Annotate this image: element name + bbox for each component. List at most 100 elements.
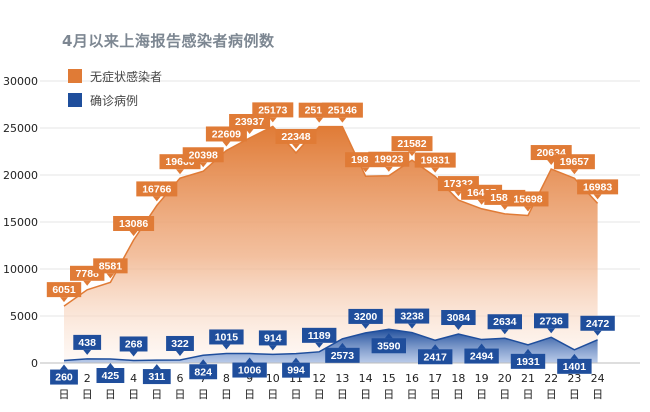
data-label-asymptomatic: 22348 (275, 128, 317, 149)
data-label-confirmed-box (166, 335, 194, 351)
data-label-asymptomatic-text: 16766 (142, 183, 171, 195)
legend-label-asymptomatic: 无症状感染者 (90, 69, 163, 84)
y-tick-label: 10000 (3, 263, 38, 276)
x-tick-label-unit: 日 (569, 388, 580, 401)
data-label-confirmed-text: 425 (102, 370, 120, 382)
x-tick-label-unit: 日 (267, 388, 278, 401)
data-label-confirmed-box (418, 349, 453, 365)
x-tick-label: 4 (130, 372, 137, 385)
data-label-asymptomatic-box (368, 151, 410, 167)
x-tick-label-unit: 日 (499, 388, 510, 401)
data-label-asymptomatic: 25173 (252, 102, 294, 123)
data-label-asymptomatic-text: 25146 (328, 105, 357, 117)
x-tick-label-unit: 日 (82, 388, 93, 401)
data-label-confirmed-pointer (361, 323, 370, 329)
data-label-asymptomatic-pointer (431, 167, 440, 173)
x-tick-label-unit: 日 (453, 388, 464, 401)
data-label-confirmed-text: 2573 (331, 350, 355, 362)
data-label-confirmed-pointer (593, 330, 602, 336)
data-label-asymptomatic: 19831 (414, 152, 456, 173)
x-tick-label: 14 (359, 372, 373, 385)
data-label-confirmed-box (119, 336, 148, 352)
x-tick-label-unit: 日 (151, 388, 162, 401)
data-label-confirmed: 1006 (232, 357, 267, 378)
data-label-asymptomatic: 8581 (93, 258, 128, 279)
data-label-asymptomatic-box (553, 154, 595, 170)
data-label-confirmed-pointer (315, 342, 324, 348)
data-label-confirmed-box (580, 315, 615, 331)
data-label-confirmed-box (557, 358, 592, 374)
data-label-confirmed-text: 438 (78, 337, 96, 349)
data-label-confirmed: 322 (166, 335, 194, 356)
data-label-confirmed-box (371, 338, 406, 354)
data-label-asymptomatic-text: 22348 (281, 131, 310, 143)
x-tick-label-unit: 日 (476, 388, 487, 401)
series-areas (63, 125, 599, 363)
data-label-asymptomatic-box (113, 215, 155, 231)
data-label-asymptomatic-box (321, 102, 363, 118)
data-label-asymptomatic-pointer (245, 128, 254, 134)
legend-item-confirmed: 确诊病例 (68, 91, 138, 109)
data-label-confirmed: 311 (142, 364, 171, 385)
data-label-asymptomatic-pointer (292, 143, 300, 149)
x-tick-label: 22 (544, 372, 558, 385)
data-label-asymptomatic-text: 8581 (99, 260, 123, 272)
data-label-confirmed: 268 (119, 336, 148, 357)
data-label-confirmed-box (394, 308, 430, 324)
x-tick-label: 8 (223, 372, 230, 385)
x-tick-label-unit: 日 (314, 388, 325, 401)
x-tick-label-unit: 日 (221, 388, 232, 401)
data-label-confirmed-pointer (176, 350, 184, 356)
x-tick-label-unit: 日 (360, 388, 371, 401)
data-label-confirmed-text: 3200 (354, 311, 378, 323)
data-label-asymptomatic-pointer (315, 117, 324, 123)
x-tick-label-unit: 日 (407, 388, 418, 401)
data-label-asymptomatic-text: 23937 (235, 116, 264, 128)
data-label-asymptomatic-pointer (361, 167, 370, 173)
data-label-confirmed: 914 (258, 330, 287, 351)
data-label-asymptomatic-pointer (129, 230, 138, 236)
data-label-asymptomatic-box (46, 282, 82, 298)
data-label-asymptomatic-pointer (570, 169, 579, 175)
data-label-confirmed: 1015 (209, 329, 244, 350)
data-label-confirmed-pointer (338, 342, 347, 348)
data-label-confirmed-text: 3238 (400, 311, 424, 323)
data-label-confirmed-text: 2634 (493, 316, 517, 328)
data-label-confirmed-box (441, 310, 476, 326)
data-label-confirmed-text: 2472 (586, 318, 610, 330)
data-label-asymptomatic-pointer (477, 199, 486, 205)
y-tick-label: 30000 (3, 75, 38, 88)
data-label-confirmed: 3084 (441, 310, 476, 331)
data-label-asymptomatic-pointer (83, 280, 92, 286)
data-label-confirmed-pointer (477, 343, 486, 349)
chart-title: 4月以来上海报告感染者病例数 (62, 32, 275, 50)
data-label-confirmed: 2472 (580, 315, 615, 336)
x-tick-label-unit: 日 (128, 388, 139, 401)
series-line-asymptomatic (63, 125, 599, 307)
data-label-confirmed: 1401 (557, 353, 592, 374)
data-label-asymptomatic-pointer (60, 297, 68, 303)
data-label-confirmed-box (348, 308, 383, 324)
x-tick-label: 9 (246, 372, 253, 385)
x-tick-label: 15 (382, 372, 396, 385)
x-tick-label: 16 (405, 372, 419, 385)
data-label-asymptomatic: 25146 (321, 102, 363, 123)
x-tick-label: 2 (84, 372, 91, 385)
data-label-asymptomatic-pointer (176, 169, 184, 175)
data-label-asymptomatic-box (252, 102, 294, 118)
data-label-asymptomatic-pointer (524, 206, 532, 212)
x-tick-label-unit: 日 (592, 388, 603, 401)
data-label-confirmed-text: 2494 (470, 351, 494, 363)
data-label-asymptomatic: 20398 (182, 147, 224, 168)
data-label-asymptomatic-text: 7788 (76, 268, 100, 280)
data-label-confirmed-pointer (245, 357, 254, 363)
x-tick-label: 24 (591, 372, 605, 385)
data-label-confirmed: 2494 (464, 343, 499, 364)
data-label-confirmed: 260 (50, 364, 78, 385)
x-tick-label: 18 (451, 372, 465, 385)
data-label-asymptomatic-text: 20398 (189, 149, 218, 161)
data-label-confirmed-pointer (384, 333, 393, 339)
data-label-confirmed-pointer (524, 348, 532, 354)
data-label-asymptomatic-pointer (547, 160, 556, 166)
